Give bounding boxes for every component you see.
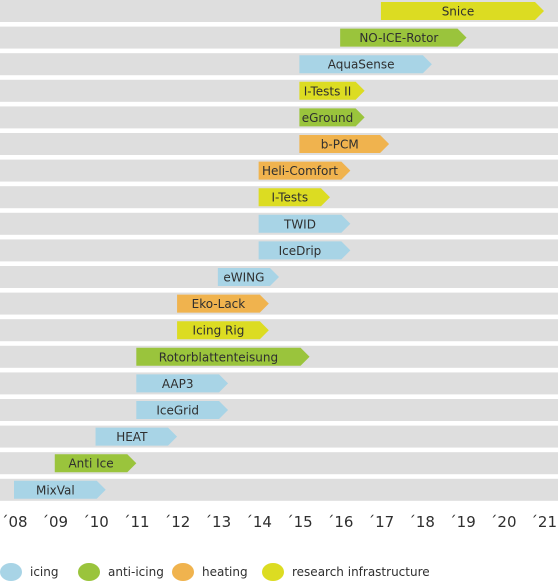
bar-aquasense bbox=[299, 55, 432, 74]
bar-b-pcm bbox=[299, 135, 390, 153]
row-band bbox=[0, 79, 558, 102]
row-band bbox=[0, 26, 558, 49]
bar-label: IceGrid bbox=[156, 404, 199, 418]
bar-label: AquaSense bbox=[328, 58, 395, 72]
x-tick-label: ´19 bbox=[449, 513, 476, 531]
bar-label: AAP3 bbox=[162, 377, 194, 391]
bar-label: Snice bbox=[442, 5, 475, 19]
legend-item: anti-icing bbox=[78, 562, 164, 582]
bar-anti-ice bbox=[54, 454, 137, 473]
bar-label: HEAT bbox=[116, 430, 148, 444]
bar-label: I-Tests II bbox=[304, 84, 352, 98]
bar-label: Anti Ice bbox=[68, 457, 113, 471]
row-band bbox=[0, 372, 558, 395]
x-tick-label: ´13 bbox=[205, 513, 232, 531]
x-tick-label: ´17 bbox=[368, 513, 395, 531]
row-band bbox=[0, 292, 558, 315]
bar-icegrid bbox=[136, 401, 229, 419]
legend-label: research infrastructure bbox=[292, 565, 430, 579]
legend-label: heating bbox=[202, 565, 248, 579]
row-band bbox=[0, 106, 558, 129]
legend-item: heating bbox=[172, 562, 248, 582]
bar-rotorblattenteisung bbox=[136, 347, 310, 366]
bar-label: MixVal bbox=[36, 483, 75, 497]
bar-heli-comfort bbox=[258, 161, 351, 180]
bar-heat bbox=[95, 427, 178, 446]
bar-ewing bbox=[217, 268, 279, 286]
bar-label: Rotorblattenteisung bbox=[159, 350, 278, 364]
bar-aap3 bbox=[136, 374, 229, 393]
row-band bbox=[0, 425, 558, 448]
bar-label: b-PCM bbox=[321, 138, 359, 152]
legend-label: icing bbox=[30, 565, 59, 579]
x-tick-label: ´21 bbox=[530, 513, 557, 531]
bar-eko-lack bbox=[177, 294, 269, 313]
bar-label: eGround bbox=[302, 111, 354, 125]
legend-swatch bbox=[262, 563, 284, 581]
bar-label: NO-ICE-Rotor bbox=[359, 31, 438, 45]
x-tick-label: ´16 bbox=[327, 513, 354, 531]
row-band bbox=[0, 53, 558, 76]
bar-label: eWING bbox=[223, 271, 264, 285]
row-band bbox=[0, 133, 558, 155]
x-tick-label: ´14 bbox=[245, 513, 272, 531]
bar-label: Icing Rig bbox=[193, 324, 245, 338]
x-tick-label: ´15 bbox=[286, 513, 313, 531]
bar-label: Eko-Lack bbox=[192, 297, 246, 311]
x-tick-label: ´11 bbox=[123, 513, 150, 531]
row-band bbox=[0, 319, 558, 342]
x-tick-label: ´18 bbox=[408, 513, 435, 531]
bar-icedrip bbox=[258, 241, 351, 260]
bar-mixval bbox=[14, 480, 106, 499]
bar-i-tests bbox=[258, 188, 330, 207]
x-tick-label: ´20 bbox=[490, 513, 517, 531]
bar-label: IceDrip bbox=[279, 244, 322, 258]
row-band bbox=[0, 399, 558, 421]
legend-label: anti-icing bbox=[108, 565, 164, 579]
x-tick-label: ´12 bbox=[164, 513, 191, 531]
bar-icing-rig bbox=[177, 321, 269, 340]
bar-i-tests-ii bbox=[299, 81, 365, 100]
x-tick-label: ´09 bbox=[41, 513, 68, 531]
bar-label: I-Tests bbox=[271, 191, 308, 205]
bar-label: TWID bbox=[283, 217, 316, 231]
legend-item: research infrastructure bbox=[262, 562, 430, 582]
bar-label: Heli-Comfort bbox=[262, 164, 338, 178]
bar-eground bbox=[299, 108, 365, 127]
legend-swatch bbox=[78, 563, 100, 581]
legend-swatch bbox=[0, 563, 22, 581]
legend: icing anti-icing heating research infrastru… bbox=[0, 562, 558, 582]
x-tick-label: ´10 bbox=[82, 513, 109, 531]
legend-swatch bbox=[172, 563, 194, 581]
bar-twid bbox=[258, 214, 351, 233]
bar-no-ice-rotor bbox=[340, 28, 467, 47]
bar-snice bbox=[380, 2, 544, 20]
row-band bbox=[0, 478, 558, 501]
legend-item: icing bbox=[0, 562, 59, 582]
x-tick-label: ´08 bbox=[1, 513, 28, 531]
row-band bbox=[0, 452, 558, 475]
